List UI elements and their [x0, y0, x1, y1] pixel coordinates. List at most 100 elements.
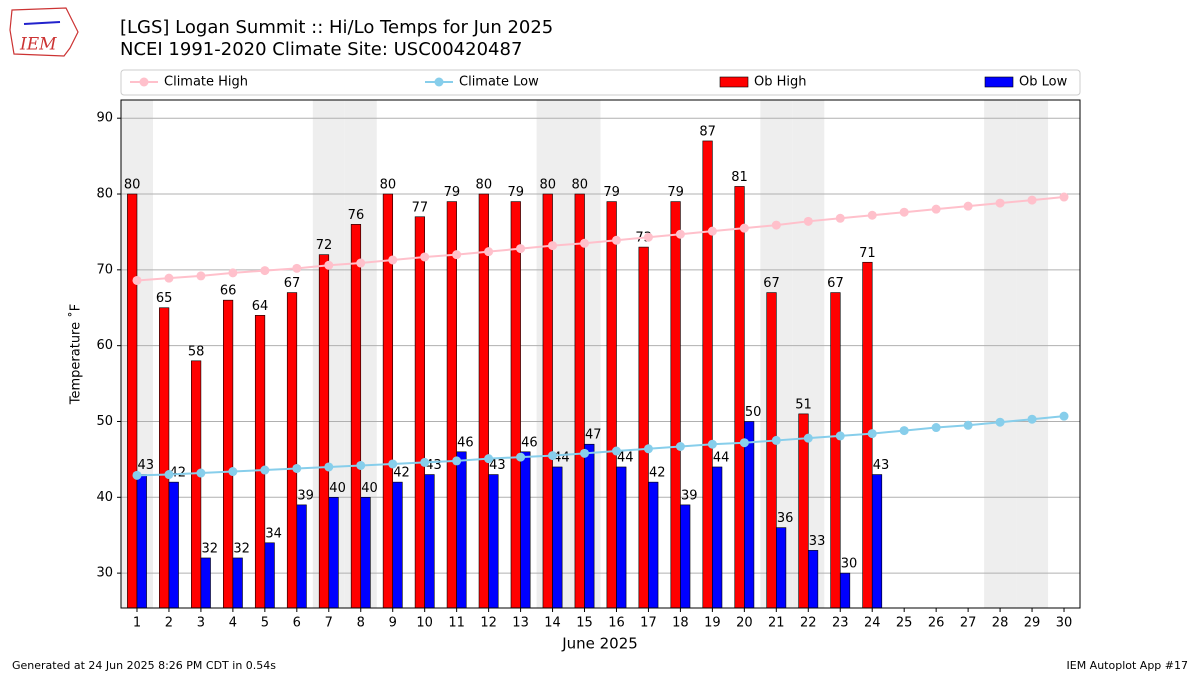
line-marker — [771, 220, 781, 230]
line — [136, 415, 1065, 477]
bar — [264, 542, 275, 609]
line-marker — [931, 204, 941, 214]
bar-value-label: 79 — [444, 185, 461, 200]
x-tick-label: 14 — [544, 616, 561, 631]
line-marker — [867, 210, 877, 220]
line-marker — [484, 454, 494, 464]
x-tick-label: 19 — [704, 616, 721, 631]
y-tick-label: 90 — [96, 111, 113, 126]
bar — [638, 246, 649, 609]
bar — [744, 421, 755, 609]
line-marker — [132, 275, 142, 285]
bar-value-label: 43 — [489, 458, 506, 473]
line-marker — [324, 462, 334, 472]
legend-swatch — [719, 76, 749, 88]
line-marker — [899, 426, 909, 436]
line-marker — [324, 260, 334, 270]
line-marker — [548, 241, 558, 251]
bar-value-label: 67 — [284, 276, 301, 291]
x-tick-label: 10 — [416, 616, 433, 631]
bar — [200, 557, 211, 609]
line-marker — [548, 451, 558, 461]
bar-value-label: 66 — [220, 284, 237, 299]
bar-value-label: 50 — [745, 405, 762, 420]
line-marker — [356, 460, 366, 470]
line-marker — [132, 470, 142, 480]
line-marker — [260, 266, 270, 276]
x-tick-label: 27 — [960, 616, 977, 631]
line-marker — [803, 433, 813, 443]
x-tick-label: 29 — [1024, 616, 1041, 631]
bar — [168, 481, 179, 609]
logo: IEM — [9, 7, 79, 57]
bar — [296, 504, 307, 609]
x-tick-label: 17 — [640, 616, 657, 631]
x-tick-label: 24 — [864, 616, 881, 631]
y-tick-label: 30 — [96, 566, 113, 581]
line-marker — [995, 417, 1005, 427]
bar — [798, 413, 809, 609]
y-tick-label: 50 — [96, 414, 113, 429]
bar-value-label: 43 — [138, 458, 155, 473]
x-tick-label: 26 — [928, 616, 945, 631]
bar-value-label: 51 — [795, 397, 812, 412]
line-marker — [835, 431, 845, 441]
x-tick-label: 23 — [832, 616, 849, 631]
bar-value-label: 44 — [713, 450, 730, 465]
logo-text: IEM — [19, 35, 57, 55]
x-tick-label: 15 — [576, 616, 593, 631]
line-marker — [707, 439, 717, 449]
legend-label: Climate High — [164, 75, 248, 90]
x-tick-label: 3 — [197, 616, 205, 631]
x-tick-label: 9 — [389, 616, 397, 631]
bar — [424, 474, 435, 609]
line-marker — [963, 420, 973, 430]
legend-marker — [434, 77, 444, 87]
x-tick-label: 8 — [357, 616, 365, 631]
bar-value-label: 47 — [585, 428, 602, 443]
plot-frame — [120, 99, 1081, 609]
x-tick-label: 18 — [672, 616, 689, 631]
bar-value-label: 81 — [731, 170, 748, 185]
bar — [488, 474, 499, 609]
line-marker — [420, 457, 430, 467]
line-marker — [164, 273, 174, 283]
x-tick-label: 12 — [480, 616, 497, 631]
line-marker — [835, 213, 845, 223]
bar — [232, 557, 243, 609]
line-marker — [356, 258, 366, 268]
bar — [584, 443, 595, 609]
legend-label: Ob Low — [1019, 75, 1068, 90]
line-marker — [643, 444, 653, 454]
bar — [127, 193, 138, 609]
bar — [328, 497, 339, 609]
line-marker — [1059, 411, 1069, 421]
bar — [360, 497, 371, 609]
bar — [286, 292, 298, 609]
line-marker — [516, 452, 526, 462]
bar — [830, 292, 841, 609]
y-axis-label: Temperature ˚F — [68, 304, 84, 405]
bar-value-label: 43 — [873, 458, 890, 473]
bar — [680, 504, 691, 609]
bar — [414, 216, 425, 609]
bar — [510, 201, 521, 609]
legend-label: Ob High — [754, 75, 807, 90]
line-marker — [771, 435, 781, 445]
line-marker — [196, 271, 206, 281]
legend-swatch — [984, 76, 1014, 88]
bar — [136, 474, 147, 609]
line-marker — [484, 247, 494, 257]
line-marker — [164, 470, 174, 480]
line-marker — [963, 201, 973, 211]
line-marker — [1059, 192, 1069, 202]
shaded-day — [984, 100, 1017, 608]
footer-left: Generated at 24 Jun 2025 8:26 PM CDT in … — [12, 659, 276, 672]
line-marker — [452, 456, 462, 466]
line-marker — [611, 446, 621, 456]
legend-marker — [139, 77, 149, 87]
line-marker — [675, 442, 685, 452]
bar-value-label: 80 — [124, 178, 141, 193]
